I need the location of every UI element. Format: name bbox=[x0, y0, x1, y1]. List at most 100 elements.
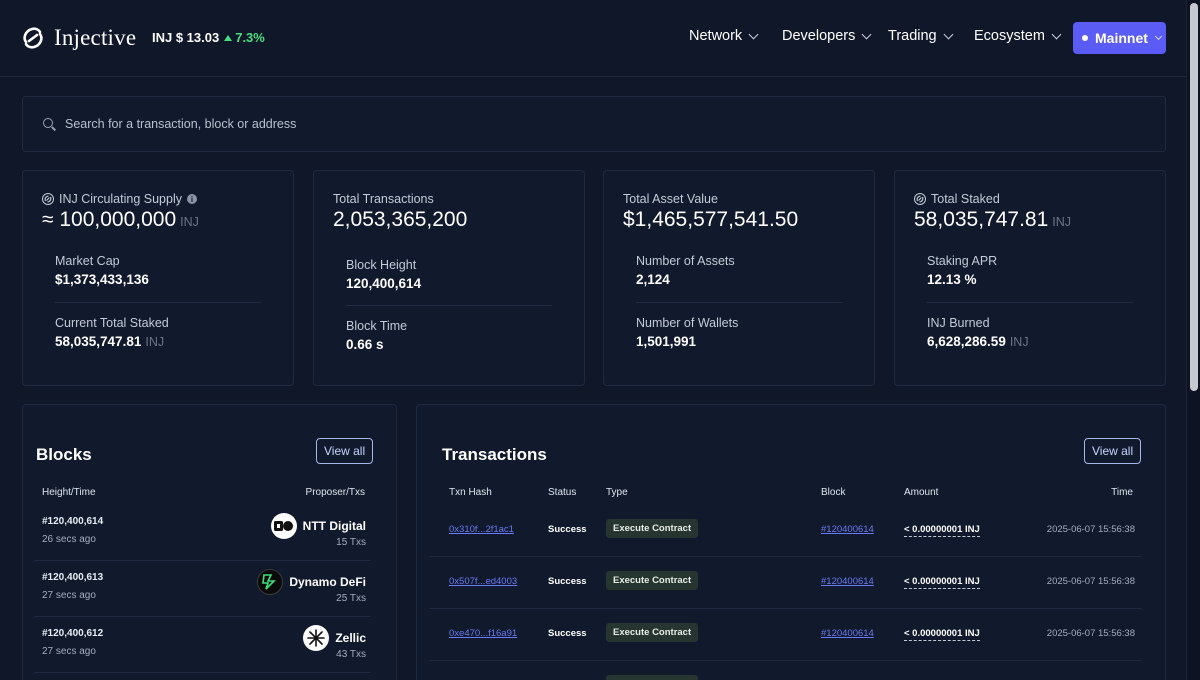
column-header-txn-hash: Txn Hash bbox=[449, 487, 492, 498]
txn-amount[interactable]: < 0.00000001 INJ bbox=[904, 628, 980, 641]
sub-stat-value: $1,373,433,136 bbox=[55, 272, 149, 287]
block-proposer[interactable]: Zellic bbox=[303, 625, 366, 651]
search-bar[interactable] bbox=[22, 96, 1166, 152]
proposer-name: Zellic bbox=[335, 631, 366, 645]
dynamo-defi-logo-icon bbox=[257, 569, 284, 595]
inj-token-icon bbox=[914, 193, 926, 205]
sub-stat-inj-burned: INJ Burned 6,628,286.59 INJ bbox=[927, 316, 1029, 349]
sub-stat-staking-apr: Staking APR 12.13 % bbox=[927, 254, 997, 287]
divider bbox=[346, 305, 552, 306]
block-height-link[interactable]: #120,400,613 bbox=[42, 572, 104, 583]
txn-hash-link[interactable]: 0xe470...f16a91 bbox=[449, 628, 518, 639]
sub-stat-value-text: 1,501,991 bbox=[636, 334, 697, 349]
scrollbar-thumb[interactable] bbox=[1190, 3, 1198, 391]
stat-label-text: Total Transactions bbox=[333, 192, 434, 206]
txn-status: Success bbox=[548, 628, 587, 639]
price-change: 7.3% bbox=[224, 30, 265, 45]
block-height-link[interactable]: #120,400,614 bbox=[42, 516, 104, 527]
txn-amount[interactable]: < 0.00000001 INJ bbox=[904, 524, 980, 537]
txn-status: Success bbox=[548, 524, 587, 535]
block-txs-count: 15 Txs bbox=[336, 537, 366, 548]
sub-stat-value: 12.13 % bbox=[927, 272, 997, 287]
txn-status: Success bbox=[548, 576, 587, 587]
stat-value-text: $1,465,577,541.50 bbox=[623, 208, 799, 231]
sub-stat-value-text: 0.66 s bbox=[346, 337, 384, 352]
txn-hash-link[interactable]: 0x310f...2f1ac1 bbox=[449, 524, 514, 535]
txn-block-link[interactable]: #120400614 bbox=[821, 524, 874, 535]
chevron-down-icon bbox=[748, 29, 759, 39]
divider bbox=[927, 302, 1133, 303]
txn-block-link[interactable]: #120400614 bbox=[821, 628, 874, 639]
sub-stat-label: Block Height bbox=[346, 258, 417, 272]
inj-token-icon bbox=[42, 193, 54, 205]
block-txs-count: 43 Txs bbox=[336, 649, 366, 660]
nav-network-label: Network bbox=[689, 28, 743, 44]
txn-type-badge: Execute Contract bbox=[606, 519, 699, 538]
txn-type-badge: Execute Contract bbox=[606, 623, 699, 642]
nav-trading[interactable]: Trading bbox=[888, 28, 954, 44]
sub-stat-value: 2,124 bbox=[636, 272, 735, 287]
transaction-row[interactable]: 0xe470...f16a91 Success Execute Contract… bbox=[429, 609, 1141, 661]
block-time: 27 secs ago bbox=[42, 590, 96, 601]
stat-label: INJ Circulating Supply i bbox=[42, 192, 197, 206]
nav-ecosystem[interactable]: Ecosystem bbox=[974, 28, 1062, 44]
sub-stat-label: Number of Wallets bbox=[636, 316, 739, 330]
proposer-name: NTT Digital bbox=[302, 519, 366, 533]
sub-stat-value-text: $1,373,433,136 bbox=[55, 272, 149, 287]
blocks-title: Blocks bbox=[36, 445, 92, 464]
stat-label: Total Staked bbox=[914, 192, 1000, 206]
stat-label-text: INJ Circulating Supply bbox=[59, 192, 182, 206]
sub-stat-label: Number of Assets bbox=[636, 254, 735, 268]
sub-stat-unit: INJ bbox=[1009, 335, 1029, 349]
nav-trading-label: Trading bbox=[888, 28, 937, 44]
page-scrollbar[interactable] bbox=[1186, 0, 1200, 680]
nav-network[interactable]: Network bbox=[689, 28, 759, 44]
sub-stat-value: 0.66 s bbox=[346, 337, 407, 352]
sub-stat-value-text: 2,124 bbox=[636, 272, 670, 287]
stat-value: 2,053,365,200 bbox=[333, 208, 467, 232]
info-icon[interactable]: i bbox=[186, 194, 197, 204]
transaction-row-partial[interactable] bbox=[429, 661, 1141, 680]
sub-stat-label: INJ Burned bbox=[927, 316, 990, 330]
top-navbar: Injective INJ $ 13.03 7.3% Network Devel… bbox=[0, 0, 1186, 77]
injective-logo-icon bbox=[23, 27, 43, 49]
search-input[interactable] bbox=[65, 117, 665, 131]
injective-logo[interactable]: Injective bbox=[22, 25, 136, 51]
sub-stat-value-text: 120,400,614 bbox=[346, 276, 422, 291]
sub-stat-block-height: Block Height 120,400,614 bbox=[346, 258, 421, 291]
sub-stat-value: 120,400,614 bbox=[346, 276, 421, 291]
transactions-view-all-button[interactable]: View all bbox=[1084, 438, 1142, 464]
transactions-panel: Transactions View all Txn Hash Status Ty… bbox=[416, 404, 1166, 680]
txn-time: 2025-06-07 15:56:38 bbox=[1046, 576, 1135, 587]
block-txs-count: 25 Txs bbox=[336, 593, 366, 604]
chevron-down-icon bbox=[861, 29, 872, 39]
column-header-proposer-txs: Proposer/Txs bbox=[305, 487, 365, 498]
brand-name: Injective bbox=[54, 25, 137, 50]
search-icon bbox=[43, 117, 56, 131]
block-proposer[interactable]: Dynamo DeFi bbox=[257, 569, 366, 595]
network-label: Mainnet bbox=[1095, 30, 1148, 46]
stat-label: Total Transactions bbox=[333, 192, 434, 206]
chevron-down-icon bbox=[943, 29, 954, 39]
sub-stat-number-of-assets: Number of Assets 2,124 bbox=[636, 254, 735, 287]
txn-hash-link[interactable]: 0x507f...ed4003 bbox=[449, 576, 518, 587]
block-proposer[interactable]: NTT Digital bbox=[270, 513, 366, 539]
block-row[interactable]: #120,400,613 27 secs ago Dynamo DeFi 25 … bbox=[35, 561, 371, 617]
transaction-row[interactable]: 0x507f...ed4003 Success Execute Contract… bbox=[429, 557, 1141, 609]
blocks-view-all-button[interactable]: View all bbox=[316, 438, 374, 464]
status-dot-icon bbox=[1082, 35, 1088, 41]
block-time: 27 secs ago bbox=[42, 646, 96, 657]
sub-stat-label: Block Time bbox=[346, 319, 408, 333]
txn-block-link[interactable]: #120400614 bbox=[821, 576, 874, 587]
stat-value-text: ≈ 100,000,000 bbox=[42, 208, 177, 231]
txn-amount[interactable]: < 0.00000001 INJ bbox=[904, 576, 980, 589]
transaction-row[interactable]: 0x310f...2f1ac1 Success Execute Contract… bbox=[429, 505, 1141, 557]
block-row[interactable]: #120,400,614 26 secs ago NTT Digital 15 … bbox=[35, 505, 371, 561]
network-select-button[interactable]: Mainnet bbox=[1073, 22, 1166, 54]
column-header-time: Time bbox=[1111, 487, 1133, 498]
column-header-type: Type bbox=[606, 487, 628, 498]
stat-value: ≈ 100,000,000 INJ bbox=[42, 208, 199, 232]
block-height-link[interactable]: #120,400,612 bbox=[42, 628, 104, 639]
block-row[interactable]: #120,400,612 27 secs ago Zellic 43 Txs bbox=[35, 617, 371, 673]
nav-developers[interactable]: Developers bbox=[782, 28, 872, 44]
